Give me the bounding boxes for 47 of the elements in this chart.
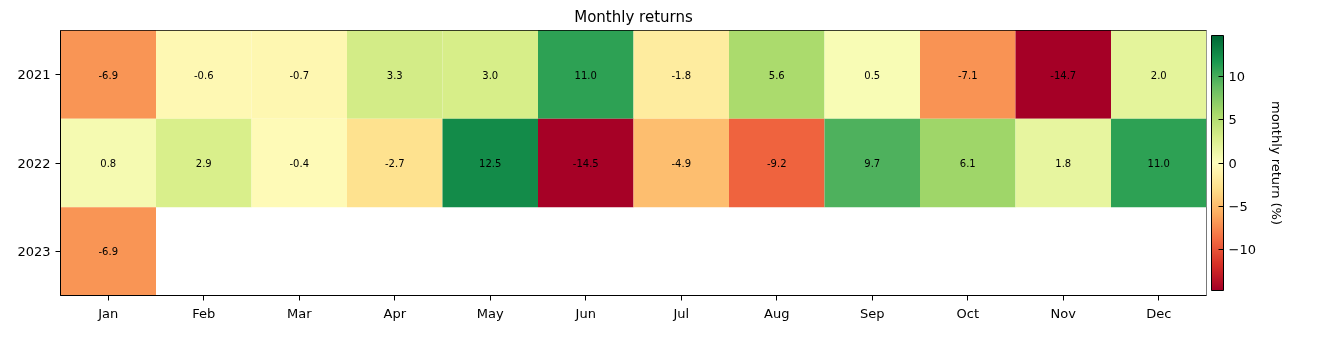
data-label: 5.6: [768, 69, 785, 81]
data-label: -2.7: [384, 158, 405, 169]
x-tick-label: Mar: [286, 305, 313, 321]
x-tick-label: Dec: [1146, 305, 1172, 321]
color-bar-label: 10: [1228, 68, 1246, 84]
data-label: 6.1: [959, 158, 976, 169]
x-tick-label: Sep: [860, 305, 885, 321]
x-tick-label: Jan: [97, 305, 119, 321]
data-label: 1.8: [1055, 158, 1072, 169]
data-label: -0.4: [289, 158, 310, 169]
data-label: 9.7: [864, 158, 881, 169]
x-tick-label: Aug: [764, 305, 790, 321]
data-label: 0.8: [100, 158, 117, 169]
x-tick-label: May: [476, 305, 504, 321]
x-tick-label: Apr: [383, 305, 407, 321]
data-label: -0.6: [193, 69, 214, 81]
data-label: -9.2: [766, 158, 787, 169]
chart-title: Monthly returns: [574, 7, 693, 26]
data-label: -6.9: [98, 246, 119, 258]
x-tick-label: Jul: [672, 305, 690, 321]
data-label: 11.0: [1147, 158, 1170, 169]
x-tick-label: Nov: [1050, 305, 1077, 321]
y-tick-label: 2023: [17, 243, 51, 259]
color-bar-label: −5: [1228, 198, 1248, 214]
color-bar-title: monthly return (%): [1268, 101, 1284, 226]
data-label: 3.0: [482, 69, 499, 81]
data-label: -0.7: [289, 69, 310, 81]
data-label: -14.7: [1050, 69, 1077, 81]
y-tick-label: 2021: [17, 67, 51, 83]
y-tick-label: 2022: [17, 155, 51, 171]
data-label: 12.5: [479, 158, 502, 169]
color-bar-label: −10: [1228, 242, 1256, 258]
data-label: 2.0: [1150, 69, 1167, 81]
data-label: -7.1: [957, 69, 978, 81]
data-label: 2.9: [195, 158, 212, 169]
x-tick-label: Feb: [192, 305, 216, 321]
data-label: -4.9: [671, 158, 692, 169]
data-label: -6.9: [98, 69, 119, 81]
data-label: 11.0: [574, 69, 597, 81]
data-label: 0.5: [864, 69, 881, 81]
color-bar-label: 5: [1228, 112, 1237, 128]
x-tick-label: Oct: [956, 305, 979, 321]
x-tick-label: Jun: [574, 305, 596, 321]
data-label: -1.8: [671, 69, 692, 81]
data-label: 3.3: [386, 69, 403, 81]
color-bar-label: 0: [1228, 155, 1237, 171]
data-label: -14.5: [572, 158, 599, 169]
